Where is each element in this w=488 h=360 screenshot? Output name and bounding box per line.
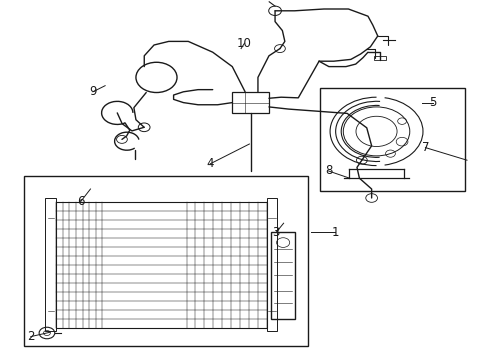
Text: 5: 5 xyxy=(428,96,436,109)
Text: 1: 1 xyxy=(330,226,338,239)
Bar xyxy=(45,198,56,331)
Bar xyxy=(24,176,307,346)
Bar xyxy=(271,232,294,319)
Text: 9: 9 xyxy=(89,85,97,98)
Bar xyxy=(232,92,268,113)
Text: 2: 2 xyxy=(27,330,35,343)
Text: 7: 7 xyxy=(421,141,428,154)
Text: 10: 10 xyxy=(237,37,251,50)
Bar xyxy=(266,198,277,331)
Bar xyxy=(373,56,386,60)
Text: 8: 8 xyxy=(324,165,332,177)
Bar xyxy=(56,202,266,328)
Bar xyxy=(320,88,464,191)
Text: 4: 4 xyxy=(206,157,214,170)
Text: 3: 3 xyxy=(272,226,280,239)
Text: 6: 6 xyxy=(77,195,84,208)
